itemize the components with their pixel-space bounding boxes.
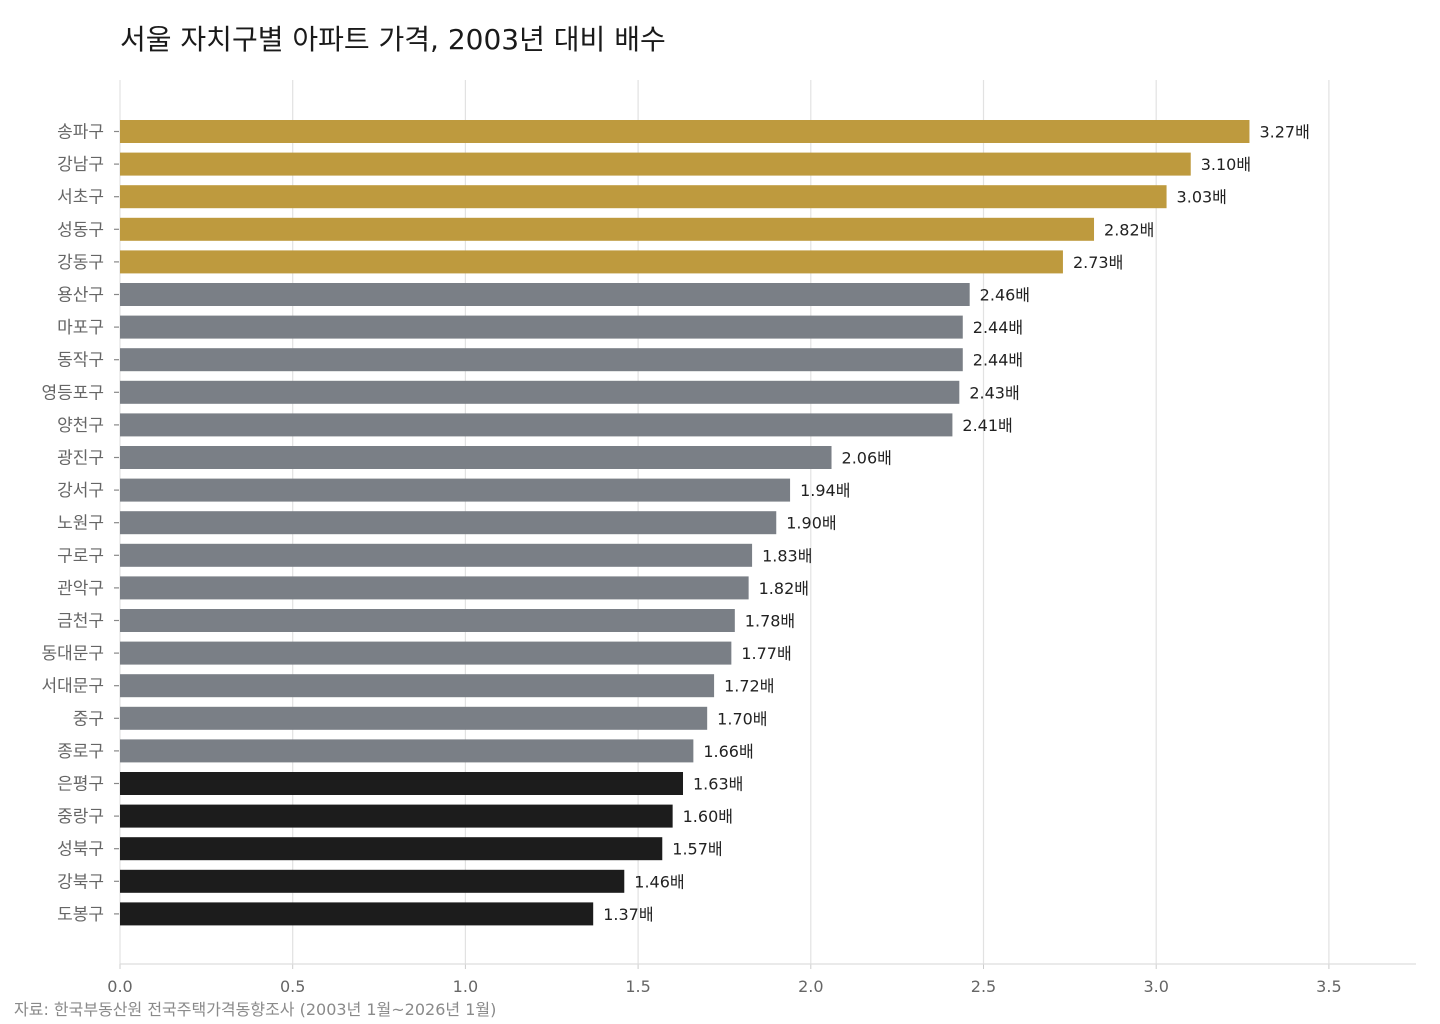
x-tick-label: 0.5 — [280, 977, 305, 996]
bar-광진구 — [120, 446, 832, 469]
bar-성동구 — [120, 217, 1095, 241]
bar-서초구 — [120, 185, 1167, 209]
chart-source: 자료: 한국부동산원 전국주택가격동향조사 (2003년 1월~2026년 1월… — [14, 1000, 497, 1019]
bar-영등포구 — [120, 380, 960, 404]
category-label: 강서구 — [57, 481, 104, 501]
bar-용산구 — [120, 283, 970, 306]
category-label: 서대문구 — [41, 677, 104, 697]
category-label: 강북구 — [57, 872, 104, 892]
value-label: 1.94배 — [800, 481, 850, 500]
value-label: 2.43배 — [969, 383, 1019, 402]
chart-title: 서울 자치구별 아파트 가격, 2003년 대비 배수 — [120, 23, 666, 56]
category-label: 동작구 — [57, 351, 104, 371]
category-label: 광진구 — [57, 449, 104, 469]
x-tick-label: 0.0 — [107, 977, 132, 996]
category-label: 송파구 — [57, 123, 104, 143]
value-label: 2.06배 — [842, 449, 892, 468]
category-label: 양천구 — [57, 416, 104, 436]
value-label: 1.77배 — [741, 644, 791, 663]
bar-관악구 — [120, 576, 749, 600]
bar-강동구 — [120, 250, 1063, 274]
category-label: 금천구 — [57, 612, 104, 632]
category-label: 강동구 — [57, 253, 104, 273]
bar-서대문구 — [120, 674, 715, 698]
category-label: 노원구 — [57, 514, 104, 534]
value-label: 2.41배 — [962, 416, 1012, 435]
category-label: 강남구 — [57, 155, 104, 175]
category-label: 관악구 — [57, 579, 104, 599]
value-label: 1.90배 — [786, 514, 836, 533]
category-label: 은평구 — [57, 775, 104, 795]
bar-금천구 — [120, 609, 735, 632]
value-label: 1.63배 — [693, 775, 743, 794]
category-label: 중랑구 — [57, 807, 104, 827]
value-label: 1.46배 — [634, 872, 684, 891]
category-label: 중구 — [73, 709, 104, 729]
bar-노원구 — [120, 511, 777, 535]
x-tick-label: 1.5 — [625, 977, 650, 996]
bars — [120, 120, 1250, 926]
value-label: 1.66배 — [703, 742, 753, 761]
value-label: 1.60배 — [683, 807, 733, 826]
bar-은평구 — [120, 772, 684, 795]
value-label: 2.44배 — [973, 351, 1023, 370]
category-label: 종로구 — [57, 742, 104, 762]
value-label: 3.03배 — [1177, 188, 1227, 207]
category-label: 구로구 — [57, 546, 104, 566]
category-label: 영등포구 — [41, 383, 104, 403]
x-tick-label: 1.0 — [453, 977, 478, 996]
category-label: 서초구 — [57, 188, 104, 208]
value-label: 3.10배 — [1201, 155, 1251, 174]
value-label: 3.27배 — [1259, 123, 1309, 142]
bar-종로구 — [120, 739, 694, 763]
value-label: 1.70배 — [717, 709, 767, 728]
category-label: 용산구 — [57, 286, 104, 306]
value-label: 2.73배 — [1073, 253, 1123, 272]
bar-강북구 — [120, 869, 625, 893]
category-label: 성동구 — [57, 220, 104, 240]
value-label: 2.46배 — [980, 286, 1030, 305]
bar-동작구 — [120, 348, 963, 372]
category-label: 동대문구 — [41, 644, 104, 664]
value-label: 1.37배 — [603, 905, 653, 924]
x-tick-label: 2.5 — [971, 977, 996, 996]
category-label: 도봉구 — [57, 905, 104, 925]
value-label: 1.72배 — [724, 677, 774, 696]
bar-성북구 — [120, 837, 663, 861]
category-label: 마포구 — [57, 318, 104, 338]
bar-송파구 — [120, 120, 1250, 143]
value-label: 1.82배 — [759, 579, 809, 598]
bar-양천구 — [120, 413, 953, 437]
bar-구로구 — [120, 543, 753, 567]
bar-중구 — [120, 706, 708, 730]
bar-도봉구 — [120, 902, 594, 926]
value-label: 2.44배 — [973, 318, 1023, 337]
value-label: 1.78배 — [745, 612, 795, 631]
bar-마포구 — [120, 315, 963, 339]
category-label: 성북구 — [57, 840, 104, 860]
bar-동대문구 — [120, 641, 732, 665]
x-tick-label: 3.5 — [1316, 977, 1341, 996]
value-label: 1.57배 — [672, 840, 722, 859]
value-label: 1.83배 — [762, 546, 812, 565]
bar-강서구 — [120, 478, 791, 502]
axes — [114, 130, 1416, 969]
bar-강남구 — [120, 152, 1191, 176]
x-tick-label: 3.0 — [1143, 977, 1168, 996]
value-label: 2.82배 — [1104, 220, 1154, 239]
x-tick-label: 2.0 — [798, 977, 823, 996]
bar-중랑구 — [120, 804, 673, 828]
